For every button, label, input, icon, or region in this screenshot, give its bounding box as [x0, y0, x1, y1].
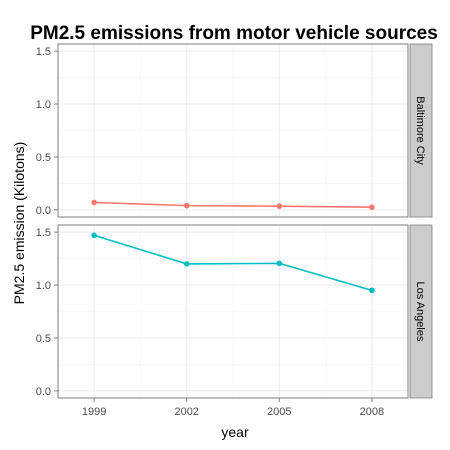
data-point [91, 199, 97, 206]
y-tick-label: 1.5 [36, 46, 51, 58]
data-point [183, 202, 190, 209]
y-tick-label: 1.5 [36, 227, 51, 239]
x-tick-label: 2008 [360, 406, 384, 418]
facet-strip-label: Baltimore City [414, 96, 426, 165]
x-axis-title: year [221, 424, 249, 440]
series-line [94, 201, 372, 209]
y-tick-label: 0.0 [36, 386, 51, 398]
facet-strip-label: Los Angeles [414, 282, 426, 342]
x-tick-label: 2002 [174, 406, 198, 418]
facet-strip [409, 43, 433, 218]
panel-border [57, 224, 409, 399]
data-point [183, 261, 190, 267]
facet-strip [409, 224, 433, 399]
facet-panel: 0.0 0.5 1.0 1.5 Los Angeles [36, 224, 433, 399]
y-axis-title: PM2.5 emission (Kilotons) [11, 142, 27, 305]
facets: 0.0 0.5 1.0 1.5 Baltimore City 0.0 0.5 1.0 1.5 Lo… [36, 43, 433, 399]
x-tick-label: 1999 [82, 406, 106, 418]
data-point [91, 232, 97, 239]
panel-border [57, 43, 409, 218]
y-tick-label: 0.5 [36, 152, 51, 164]
data-point [276, 203, 283, 209]
y-tick-label: 1.0 [36, 280, 51, 292]
chart-title: PM2.5 emissions from motor vehicle sourc… [30, 23, 438, 44]
x-axis: 1999 2002 2005 2008 [82, 398, 384, 418]
series-line [93, 234, 373, 292]
y-tick-label: 0.5 [36, 333, 51, 345]
y-tick-label: 0.0 [36, 205, 51, 217]
data-point [369, 204, 375, 211]
y-tick-label: 1.0 [36, 99, 51, 111]
x-tick-label: 2005 [267, 406, 291, 418]
facet-panel: 0.0 0.5 1.0 1.5 Baltimore City [36, 43, 433, 218]
data-point [369, 287, 375, 294]
data-point [276, 260, 283, 267]
